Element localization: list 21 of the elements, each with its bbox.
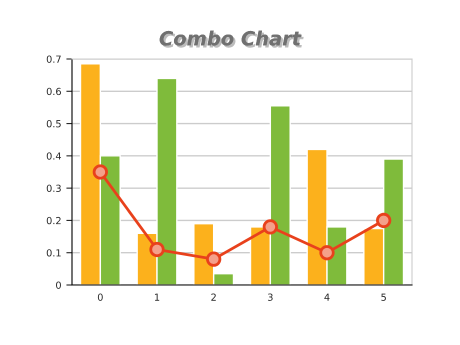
point bbox=[92, 164, 108, 180]
y-tick-label: 0.1 bbox=[46, 249, 61, 257]
y-tick-label: 0.6 bbox=[46, 88, 61, 96]
y-tick-label: 0.2 bbox=[46, 216, 61, 224]
x-tick-label: 1 bbox=[154, 294, 160, 301]
point bbox=[376, 212, 392, 228]
x-tick-label: 3 bbox=[268, 294, 273, 301]
y-tick-label: 0.4 bbox=[46, 152, 62, 160]
x-tick-label: 5 bbox=[381, 294, 386, 301]
point bbox=[149, 242, 165, 258]
y-tick-label: 0.3 bbox=[46, 184, 61, 192]
y-tick-label: 0.5 bbox=[46, 120, 61, 128]
x-tick-label: 0 bbox=[98, 294, 103, 301]
x-tick-label: 4 bbox=[324, 294, 330, 301]
x-tick-label: 2 bbox=[211, 294, 216, 301]
point bbox=[262, 219, 278, 235]
point bbox=[206, 252, 222, 267]
chart-title: Combo Chart bbox=[160, 30, 304, 48]
y-tick-label: 0 bbox=[56, 281, 61, 289]
point bbox=[319, 245, 335, 260]
y-tick-label: 0.7 bbox=[46, 55, 61, 63]
